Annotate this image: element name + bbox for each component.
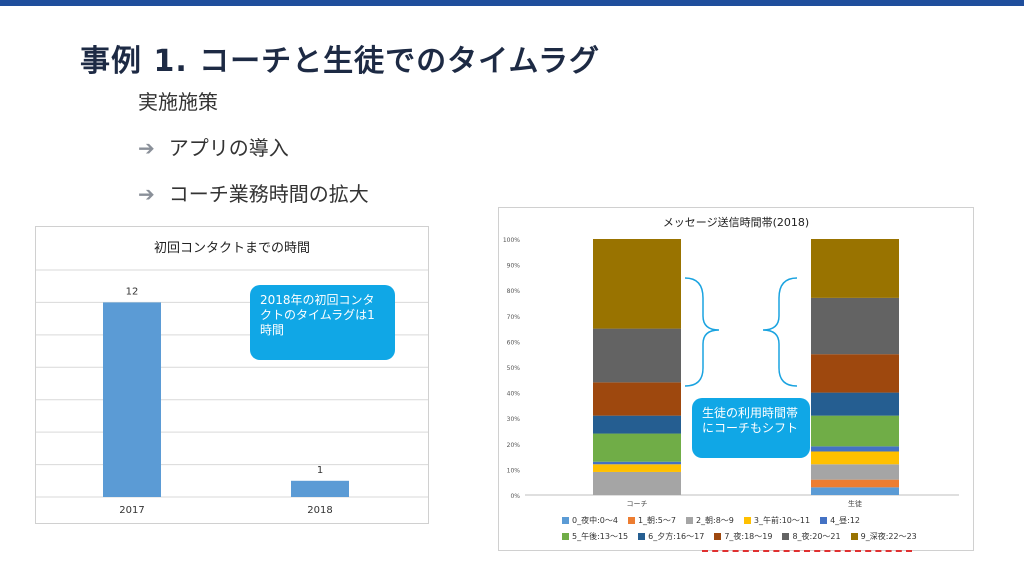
chart-title: メッセージ送信時間帯(2018) [662, 216, 810, 229]
segment-3_午前:10～11 [593, 464, 681, 472]
y-tick-label: 90% [507, 263, 521, 270]
legend-item: 1_朝:5～7 [627, 515, 676, 526]
legend-row: 0_夜中:0～4 1_朝:5～7 2_朝:8～9 3_午前:10～11 4_昼:12 [562, 512, 982, 528]
measure-item: ➔ コーチ業務時間の拡大 [138, 178, 369, 207]
legend-row: 5_午後:13～15 6_夕方:16～17 7_夜:18～19 8_夜:20～21 9_… [562, 528, 982, 544]
legend-item: 2_朝:8～9 [685, 515, 734, 526]
segment-2_朝:8～9 [811, 464, 899, 480]
legend-label: 0_夜中:0～4 [572, 515, 618, 525]
segment-8_夜:20～21 [593, 328, 681, 383]
segment-4_昼:12 [593, 461, 681, 465]
y-tick-label: 100% [503, 237, 520, 244]
y-tick-label: 0% [510, 493, 520, 500]
legend-swatch [685, 516, 693, 524]
bar-2018 [291, 480, 349, 497]
first-contact-chart: 12 2017 1 2018 [36, 269, 428, 516]
chart-title: 初回コンタクトまでの時間 [153, 241, 310, 256]
callout-time-shift: 生徒の利用時間帯にコーチもシフト [692, 398, 810, 458]
data-label: 12 [126, 286, 139, 297]
legend-label: 2_朝:8～9 [695, 515, 734, 525]
legend-label: 9_深夜:22～23 [860, 531, 917, 541]
y-tick-label: 80% [507, 288, 521, 295]
legend-swatch [562, 532, 569, 540]
segment-3_午前:10～11 [811, 451, 899, 465]
legend-item: 3_午前:10～11 [743, 515, 811, 526]
legend-item: 5_午後:13～15 [562, 531, 628, 542]
slide-title: 事例 1. コーチと生徒でのタイムラグ [80, 44, 601, 79]
legend-label: 1_朝:5～7 [637, 515, 676, 525]
segment-6_夕方:16～17 [593, 415, 681, 434]
segment-4_昼:12 [811, 446, 899, 452]
measure-text: コーチ業務時間の拡大 [168, 182, 369, 206]
legend-swatch [714, 532, 722, 540]
legend-swatch [820, 516, 828, 524]
measures-label: 実施施策 [138, 90, 218, 114]
y-tick-label: 70% [507, 314, 521, 321]
brace-left-icon [762, 277, 798, 387]
y-tick-label: 60% [507, 339, 521, 346]
x-tick-label: 2018 [307, 505, 332, 516]
chart-legend: 0_夜中:0～4 1_朝:5～7 2_朝:8～9 3_午前:10～11 4_昼:12 5_… [562, 512, 982, 544]
segment-9_深夜:22～23 [811, 239, 899, 298]
segment-2_朝:8～9 [593, 471, 681, 495]
segment-7_夜:18～19 [811, 354, 899, 393]
y-tick-label: 50% [507, 365, 521, 372]
legend-swatch [627, 516, 635, 524]
x-tick-label: コーチ [627, 500, 648, 508]
legend-label: 3_午前:10～11 [753, 515, 811, 525]
y-tick-label: 30% [507, 416, 521, 423]
segment-6_夕方:16～17 [811, 392, 899, 416]
y-tick-label: 20% [507, 442, 521, 449]
segment-8_夜:20～21 [811, 297, 899, 355]
legend-label: 8_夜:20～21 [792, 531, 841, 541]
legend-item: 9_深夜:22～23 [850, 531, 917, 542]
legend-item: 0_夜中:0～4 [562, 515, 618, 526]
measure-item: ➔ アプリの導入 [138, 132, 289, 161]
x-tick-label: 2017 [119, 505, 144, 516]
segment-0_夜中:0～4 [811, 487, 899, 495]
legend-swatch [562, 516, 569, 524]
data-label: 1 [317, 465, 323, 476]
measure-text: アプリの導入 [168, 136, 289, 160]
legend-item: 7_夜:18～19 [714, 531, 772, 542]
segment-7_夜:18～19 [593, 382, 681, 416]
y-tick-label: 10% [507, 467, 521, 474]
legend-swatch [743, 516, 751, 524]
legend-item: 6_夕方:16～17 [638, 531, 704, 542]
message-time-chart: 0% 10% 20% 30% 40% 50% 60% 70% 80% 90% 100% コーチ 生徒 [503, 237, 959, 508]
segment-1_朝:5～7 [811, 479, 899, 488]
bar-2017 [103, 302, 161, 497]
arrow-icon: ➔ [138, 182, 155, 206]
highlight-dashed-underline [702, 550, 912, 552]
callout-first-contact: 2018年の初回コンタクトのタイムラグは1時間 [250, 285, 395, 360]
legend-label: 7_夜:18～19 [724, 531, 773, 541]
message-time-chart-panel: メッセージ送信時間帯(2018) 0% 10% 20% 30% 40% 50% 60% 70%… [498, 207, 974, 551]
first-contact-chart-panel: 初回コンタクトまでの時間 12 2017 1 2018 [35, 226, 429, 524]
arrow-icon: ➔ [138, 136, 155, 160]
legend-label: 6_夕方:16～17 [648, 531, 705, 541]
brace-right-icon [684, 277, 720, 387]
legend-swatch [782, 532, 790, 540]
segment-9_深夜:22～23 [593, 239, 681, 329]
y-tick-label: 40% [507, 391, 521, 398]
top-accent-bar [0, 0, 1024, 6]
legend-label: 4_昼:12 [830, 515, 861, 525]
legend-swatch [638, 532, 646, 540]
legend-item: 8_夜:20～21 [782, 531, 841, 542]
segment-5_午後:13～15 [593, 433, 681, 462]
legend-swatch [850, 532, 858, 540]
legend-label: 5_午後:13～15 [572, 531, 629, 541]
legend-item: 4_昼:12 [820, 515, 860, 526]
x-tick-label: 生徒 [848, 499, 862, 508]
segment-5_午後:13～15 [811, 415, 899, 447]
